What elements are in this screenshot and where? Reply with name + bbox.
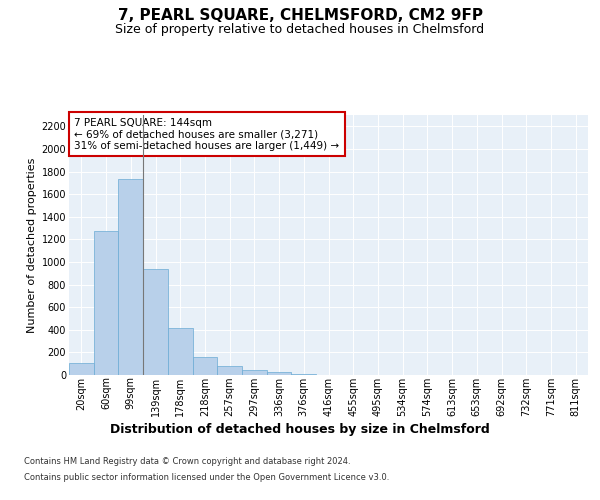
Bar — [242, 370, 267, 375]
Bar — [267, 372, 292, 375]
Bar — [94, 232, 118, 375]
Text: 7 PEARL SQUARE: 144sqm
← 69% of detached houses are smaller (3,271)
31% of semi-: 7 PEARL SQUARE: 144sqm ← 69% of detached… — [74, 118, 340, 151]
Bar — [143, 268, 168, 375]
Text: Size of property relative to detached houses in Chelmsford: Size of property relative to detached ho… — [115, 22, 485, 36]
Bar — [217, 366, 242, 375]
Text: 7, PEARL SQUARE, CHELMSFORD, CM2 9FP: 7, PEARL SQUARE, CHELMSFORD, CM2 9FP — [118, 8, 482, 22]
Text: Contains HM Land Registry data © Crown copyright and database right 2024.: Contains HM Land Registry data © Crown c… — [24, 458, 350, 466]
Bar — [193, 358, 217, 375]
Text: Distribution of detached houses by size in Chelmsford: Distribution of detached houses by size … — [110, 422, 490, 436]
Text: Contains public sector information licensed under the Open Government Licence v3: Contains public sector information licen… — [24, 472, 389, 482]
Bar — [69, 362, 94, 375]
Bar — [168, 328, 193, 375]
Bar — [292, 374, 316, 375]
Y-axis label: Number of detached properties: Number of detached properties — [28, 158, 37, 332]
Bar — [118, 180, 143, 375]
